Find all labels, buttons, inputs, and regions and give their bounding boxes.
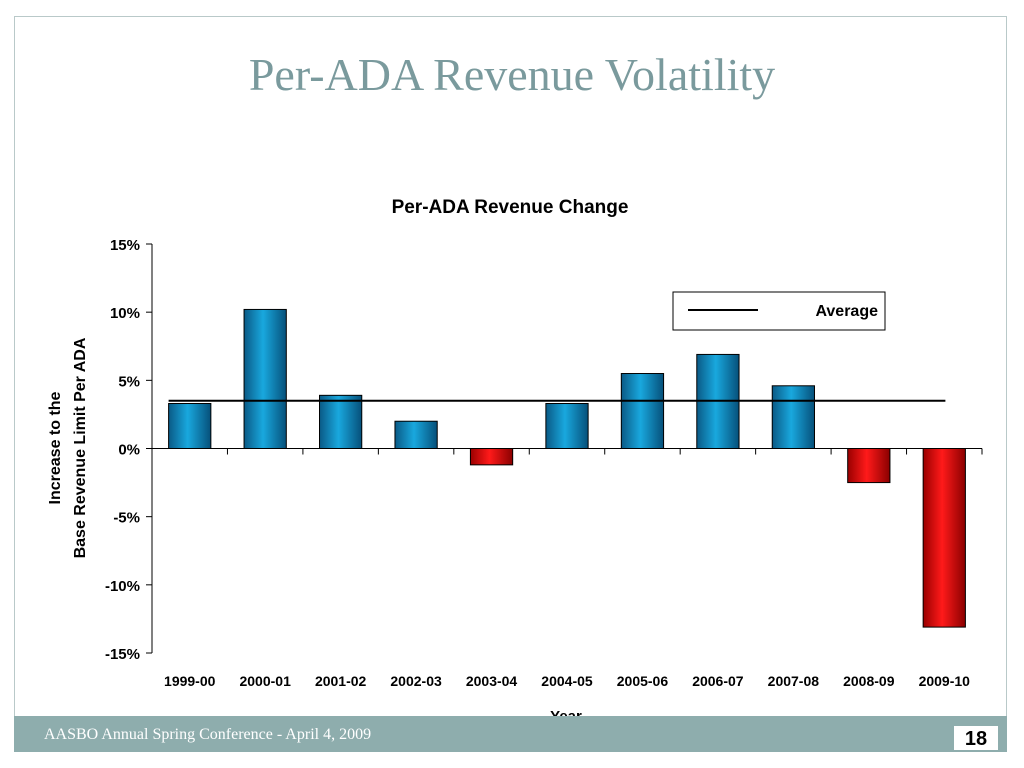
legend-label-average: Average [815, 303, 878, 320]
bar-2000-01 [243, 308, 287, 449]
x-tick-label: 2008-09 [843, 673, 895, 689]
x-tick-label: 2001-02 [315, 673, 367, 689]
bar-2008-09 [847, 448, 891, 484]
x-tick-label: 2003-04 [466, 673, 518, 689]
y-tick-label: -10% [105, 578, 140, 595]
y-tick-label: 0% [118, 442, 140, 459]
bar-2003-04 [469, 448, 514, 466]
y-tick-label: -5% [113, 510, 140, 527]
y-tick-label: 10% [110, 305, 140, 322]
y-tick-label: 5% [118, 373, 140, 390]
y-axis-label: Increase to the Base Revenue Limit Per A… [47, 337, 89, 558]
y-axis-label-line-2: Base Revenue Limit Per ADA [72, 337, 89, 558]
y-tick-label: -15% [105, 646, 140, 663]
bar-1999-00 [168, 403, 212, 450]
y-axis-label-line-1: Increase to the [47, 391, 64, 504]
x-tick-label: 2006-07 [692, 673, 744, 689]
bar-2005-06 [620, 373, 665, 449]
x-tick-label: 2005-06 [617, 673, 669, 689]
legend: Average [672, 291, 886, 331]
x-tick-label: 2000-01 [239, 673, 291, 689]
slide-title: Per-ADA Revenue Volatility [248, 49, 776, 100]
bar-2009-10 [922, 448, 966, 628]
bar-2002-03 [394, 420, 438, 450]
x-tick-label: 2009-10 [919, 673, 971, 689]
page-number-box [954, 726, 998, 750]
footer-text: AASBO Annual Spring Conference - April 4… [44, 726, 372, 743]
page-number: 18 [964, 728, 988, 750]
x-tick-label: 1999-00 [164, 673, 216, 689]
y-tick-label: 15% [110, 237, 140, 254]
chart-title: Per-ADA Revenue Change [392, 197, 629, 218]
x-tick-label: 2007-08 [768, 673, 820, 689]
x-tick-label: 2004-05 [541, 673, 593, 689]
bar-2007-08 [771, 385, 815, 449]
bar-2004-05 [545, 403, 589, 450]
x-tick-label: 2002-03 [390, 673, 442, 689]
bar-2001-02 [319, 394, 363, 449]
footer-bar [14, 716, 1007, 752]
